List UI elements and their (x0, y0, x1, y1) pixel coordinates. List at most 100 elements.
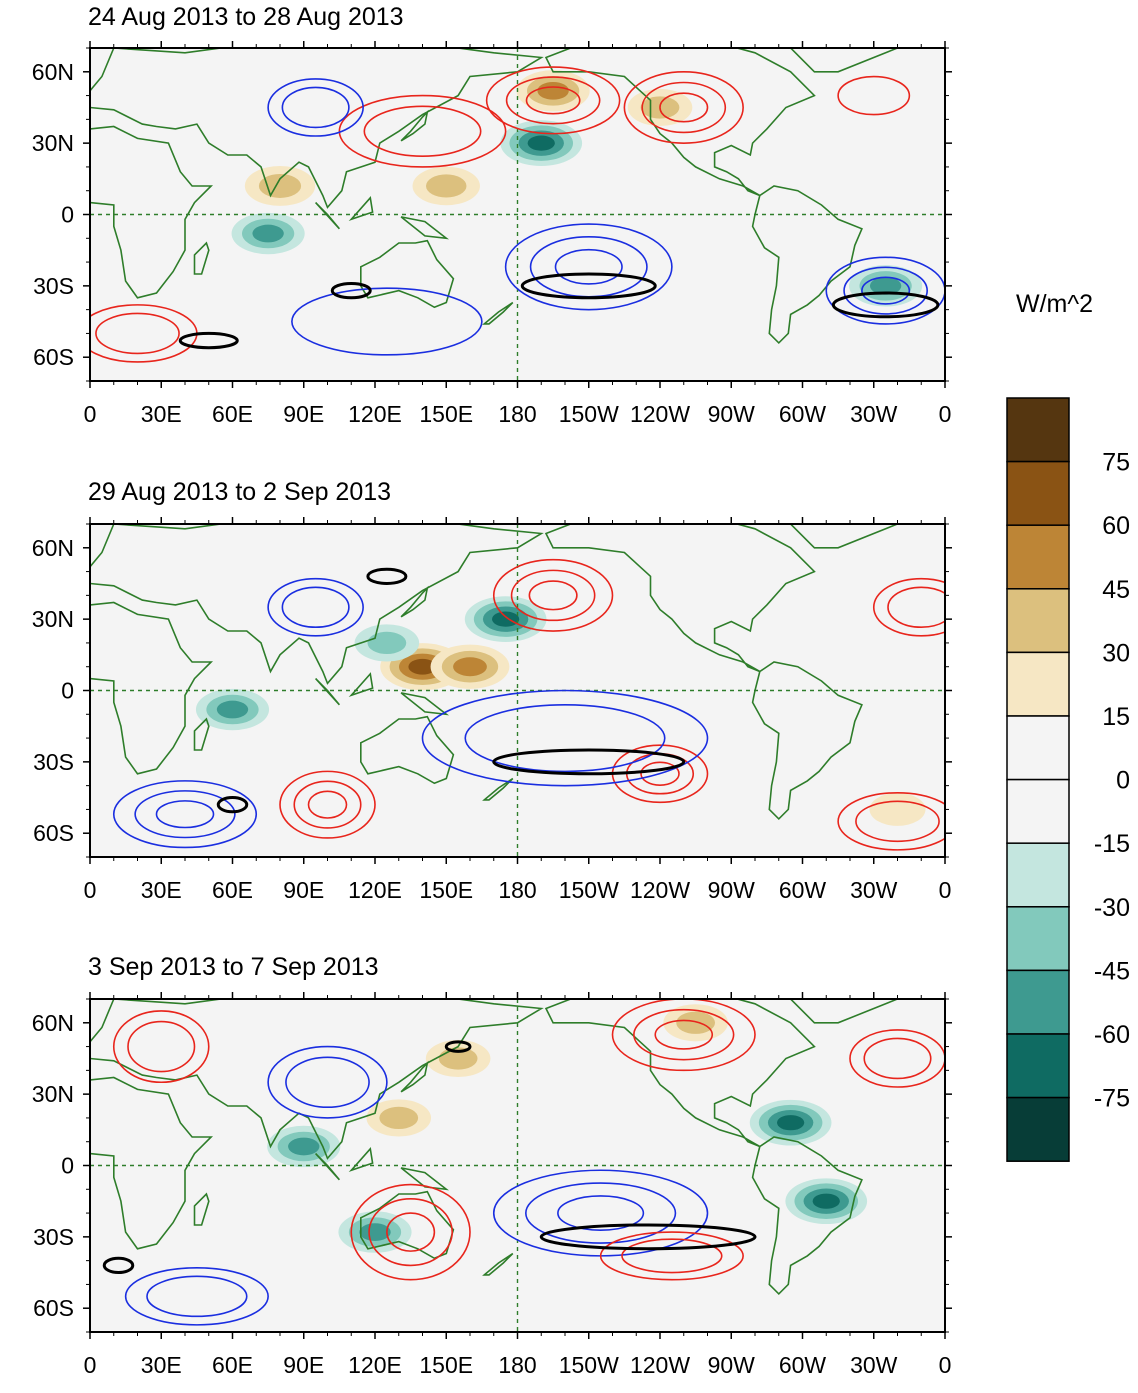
coastline-6 (789, 48, 899, 73)
panel-1-axes: 0 30E 60E 90E 120E 150E 180 150W 120W 90W 60W 30W 0 6… (32, 41, 952, 427)
contour-neg-4-1 (504, 223, 673, 311)
colorbar-box-9 (1006, 906, 1070, 972)
lon-label: 0 (939, 401, 952, 427)
coastline-12 (482, 777, 514, 801)
anomaly-shade-5-level-3 (537, 81, 569, 100)
lon-label: 30E (141, 1352, 182, 1378)
lon-label: 0 (84, 1352, 97, 1378)
map-panel-3: 3 Sep 2013 to 7 Sep 2013 0 30E 60E 90E 120E 1… (32, 953, 952, 1378)
lon-label: 150E (419, 1352, 473, 1378)
contour-neg-5-2 (285, 1056, 370, 1109)
colorbar-box-8 (1006, 842, 1070, 908)
coastline-4 (544, 999, 816, 1148)
coastline-7 (193, 241, 210, 275)
contour-zero-10-1 (366, 567, 408, 585)
panel-3-map-content (90, 999, 945, 1332)
lon-label: 60E (212, 877, 253, 903)
lon-label: 120W (630, 1352, 690, 1378)
contour-pos-6-1 (849, 1029, 945, 1088)
anomaly-shade-3-level-4 (492, 611, 520, 627)
panel-2-map-content (90, 524, 945, 857)
lon-label: 60W (779, 401, 827, 427)
coastline-11 (400, 692, 450, 716)
map-panel-1: 24 Aug 2013 to 28 Aug 2013 0 30E 60E 90E 120… (32, 3, 952, 427)
lon-label: 60W (779, 877, 827, 903)
coastline-6 (789, 999, 899, 1024)
contour-pos-8-2 (887, 586, 945, 629)
coastline-8 (400, 109, 429, 142)
coastline-11 (400, 1167, 450, 1191)
contour-pos-2-1 (350, 1183, 471, 1281)
coastline-5 (751, 1136, 863, 1296)
colorbar-box-7 (1006, 778, 1070, 844)
contour-neg-6-2 (281, 86, 350, 129)
lon-label: 90W (708, 401, 756, 427)
lon-label: 150W (559, 1352, 619, 1378)
coastline-1 (90, 48, 544, 209)
map-panel-2: 29 Aug 2013 to 2 Sep 2013 0 30E 60E 90E 120E… (32, 478, 952, 903)
contour-pos-8-1 (837, 75, 911, 116)
lon-label: 120W (630, 401, 690, 427)
anomaly-shade-6-level-1 (869, 793, 926, 826)
contour-zero-11-1 (216, 796, 249, 814)
contour-neg-6-1 (421, 689, 709, 787)
lon-label: 90E (283, 877, 324, 903)
colorbar-label: 75 (1102, 449, 1130, 477)
contour-neg-3-3 (557, 1195, 645, 1231)
lat-label: 30N (32, 606, 74, 632)
contour-pos-1-1 (492, 558, 614, 632)
lon-label: 90E (283, 1352, 324, 1378)
lon-label: 30W (850, 1352, 898, 1378)
coastline-2 (90, 1076, 214, 1250)
contour-pos-6-2 (863, 1037, 932, 1080)
lat-label: 0 (61, 202, 74, 228)
coastline-9 (315, 678, 341, 706)
coastline-10 (348, 672, 374, 698)
contour-neg-4-2 (134, 790, 236, 839)
contour-pos-1-3 (528, 580, 578, 611)
lat-label: 30N (32, 130, 74, 156)
lon-label: 30W (850, 877, 898, 903)
coastline-12 (482, 1252, 514, 1276)
lon-label: 0 (84, 401, 97, 427)
lon-label: 90E (283, 401, 324, 427)
coastline-8 (400, 585, 429, 618)
colorbar-box-5 (1006, 651, 1070, 717)
contour-pos-2-1 (338, 94, 507, 168)
panel-1-title: 24 Aug 2013 to 28 Aug 2013 (88, 3, 404, 31)
colorbar-box-11 (1006, 1033, 1070, 1099)
colorbar-units: W/m^2 (1016, 290, 1093, 318)
coastline-12 (482, 301, 514, 325)
lon-label: 0 (84, 877, 97, 903)
lon-label: 60E (212, 401, 253, 427)
contour-zero-12-1 (178, 331, 239, 350)
lon-label: 150W (559, 401, 619, 427)
contour-pos-1-3 (654, 1019, 714, 1050)
contour-pos-7-2 (855, 800, 940, 843)
coastline-5 (751, 185, 863, 345)
lat-label: 30S (33, 1224, 74, 1250)
contour-neg-5-1 (825, 256, 945, 325)
coastline-1 (90, 524, 544, 685)
contour-pos-2-1 (279, 770, 376, 839)
anomaly-shade-7-level-3 (869, 276, 902, 295)
lon-label: 60E (212, 1352, 253, 1378)
contour-pos-2-2 (293, 780, 362, 829)
contour-pos-7-2 (95, 312, 180, 355)
contour-pos-1-2 (505, 76, 601, 125)
coastline-9 (315, 1153, 341, 1181)
contour-pos-2-3 (307, 790, 348, 819)
panel-2-axes: 0 30E 60E 90E 120E 150E 180 150W 120W 90W 60W 30W 0 6… (32, 517, 952, 903)
lat-label: 60N (32, 1010, 74, 1036)
contour-neg-4-3 (155, 800, 215, 829)
anomaly-shade-4-level-2 (676, 1011, 716, 1034)
contour-pos-3-3 (640, 761, 680, 786)
colorbar-box-1 (1006, 397, 1070, 463)
colorbar-box-4 (1006, 588, 1070, 654)
contour-pos-1-2 (510, 569, 596, 622)
contour-neg-5-1 (267, 577, 364, 637)
lon-label: 90W (708, 1352, 756, 1378)
lat-label: 60N (32, 535, 74, 561)
colorbar-label: -45 (1094, 957, 1130, 985)
